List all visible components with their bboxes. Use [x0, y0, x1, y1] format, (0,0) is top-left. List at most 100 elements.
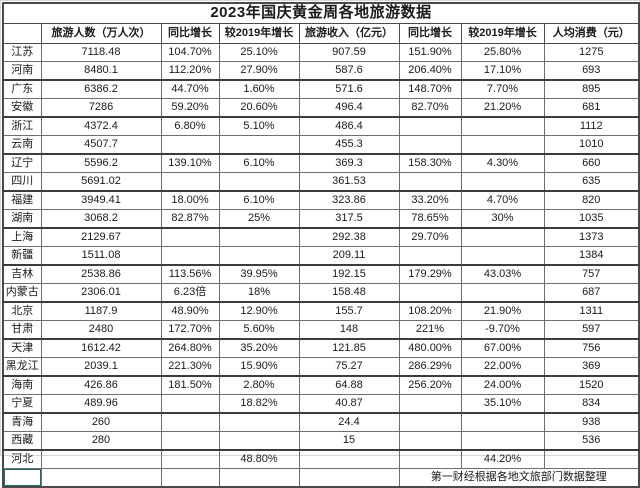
data-cell[interactable]	[160, 394, 220, 414]
data-cell[interactable]: 536	[543, 431, 640, 451]
data-cell[interactable]: 1311	[543, 301, 640, 321]
province-cell[interactable]: 天津	[2, 338, 42, 358]
data-cell[interactable]: 221.30%	[160, 357, 220, 377]
data-cell[interactable]: 43.03%	[460, 264, 545, 284]
data-cell[interactable]: 181.50%	[160, 375, 220, 395]
data-cell[interactable]: 486.4	[298, 116, 400, 136]
province-cell[interactable]: 江苏	[2, 43, 42, 62]
data-cell[interactable]	[218, 227, 300, 247]
data-cell[interactable]: 104.70%	[160, 43, 220, 62]
data-cell[interactable]	[460, 172, 545, 192]
data-cell[interactable]: 121.85	[298, 338, 400, 358]
data-cell[interactable]: 496.4	[298, 98, 400, 118]
data-cell[interactable]: 139.10%	[160, 153, 220, 173]
data-cell[interactable]: 597	[543, 320, 640, 340]
data-cell[interactable]: 148.70%	[398, 79, 462, 99]
province-cell[interactable]: 四川	[2, 172, 42, 192]
data-cell[interactable]: 1520	[543, 375, 640, 395]
data-cell[interactable]: 8480.1	[40, 61, 162, 81]
column-header[interactable]: 旅游收入（亿元）	[298, 23, 400, 44]
empty-cell[interactable]	[298, 468, 400, 488]
data-cell[interactable]: 369.3	[298, 153, 400, 173]
data-cell[interactable]: 44.20%	[460, 449, 545, 469]
data-cell[interactable]: 24.4	[298, 412, 400, 432]
data-cell[interactable]	[160, 412, 220, 432]
data-cell[interactable]: 1112	[543, 116, 640, 136]
data-cell[interactable]: 2306.01	[40, 283, 162, 303]
province-cell[interactable]: 海南	[2, 375, 42, 395]
data-cell[interactable]	[460, 283, 545, 303]
data-cell[interactable]: 7286	[40, 98, 162, 118]
data-cell[interactable]: 75.27	[298, 357, 400, 377]
data-cell[interactable]: 172.70%	[160, 320, 220, 340]
data-cell[interactable]: 6.10%	[218, 153, 300, 173]
data-cell[interactable]: 35.10%	[460, 394, 545, 414]
data-cell[interactable]: 1275	[543, 43, 640, 62]
data-cell[interactable]: 221%	[398, 320, 462, 340]
column-header[interactable]: 较2019年增长	[460, 23, 545, 44]
data-cell[interactable]: 7118.48	[40, 43, 162, 62]
data-cell[interactable]: 18.00%	[160, 190, 220, 210]
data-cell[interactable]: 24.00%	[460, 375, 545, 395]
data-cell[interactable]	[460, 116, 545, 136]
data-cell[interactable]: 756	[543, 338, 640, 358]
data-cell[interactable]: 82.87%	[160, 209, 220, 229]
data-cell[interactable]: 1511.08	[40, 246, 162, 266]
data-cell[interactable]: 2480	[40, 320, 162, 340]
column-header[interactable]: 人均消费（元）	[543, 23, 640, 44]
data-cell[interactable]	[398, 135, 462, 155]
data-cell[interactable]: 27.90%	[218, 61, 300, 81]
data-cell[interactable]: 260	[40, 412, 162, 432]
province-cell[interactable]: 宁夏	[2, 394, 42, 414]
data-cell[interactable]	[160, 135, 220, 155]
data-cell[interactable]: 907.59	[298, 43, 400, 62]
data-cell[interactable]: 1373	[543, 227, 640, 247]
data-cell[interactable]: 693	[543, 61, 640, 81]
data-cell[interactable]: 1.60%	[218, 79, 300, 99]
data-cell[interactable]: 44.70%	[160, 79, 220, 99]
data-cell[interactable]: 1010	[543, 135, 640, 155]
data-cell[interactable]: 5596.2	[40, 153, 162, 173]
data-cell[interactable]: 5.60%	[218, 320, 300, 340]
data-cell[interactable]	[160, 449, 220, 469]
data-cell[interactable]: 1384	[543, 246, 640, 266]
data-cell[interactable]: 834	[543, 394, 640, 414]
data-cell[interactable]: 148	[298, 320, 400, 340]
data-cell[interactable]	[398, 246, 462, 266]
data-cell[interactable]: 20.60%	[218, 98, 300, 118]
data-cell[interactable]: 3949.41	[40, 190, 162, 210]
data-cell[interactable]: 895	[543, 79, 640, 99]
data-cell[interactable]	[460, 412, 545, 432]
data-cell[interactable]: 5691.02	[40, 172, 162, 192]
data-cell[interactable]	[298, 449, 400, 469]
data-cell[interactable]: 33.20%	[398, 190, 462, 210]
data-cell[interactable]: 660	[543, 153, 640, 173]
data-cell[interactable]	[218, 135, 300, 155]
selected-cell[interactable]	[2, 468, 42, 488]
data-cell[interactable]: 4372.4	[40, 116, 162, 136]
empty-cell[interactable]	[160, 468, 220, 488]
data-cell[interactable]: 938	[543, 412, 640, 432]
data-cell[interactable]: 587.6	[298, 61, 400, 81]
province-cell[interactable]: 新疆	[2, 246, 42, 266]
data-cell[interactable]	[398, 116, 462, 136]
province-cell[interactable]: 北京	[2, 301, 42, 321]
data-cell[interactable]: 21.90%	[460, 301, 545, 321]
data-cell[interactable]	[398, 431, 462, 451]
data-cell[interactable]: 17.10%	[460, 61, 545, 81]
data-cell[interactable]	[160, 431, 220, 451]
data-cell[interactable]: 286.29%	[398, 357, 462, 377]
data-cell[interactable]: 206.40%	[398, 61, 462, 81]
data-cell[interactable]	[160, 246, 220, 266]
province-cell[interactable]: 福建	[2, 190, 42, 210]
data-cell[interactable]: 1612.42	[40, 338, 162, 358]
province-cell[interactable]: 辽宁	[2, 153, 42, 173]
data-cell[interactable]: 323.86	[298, 190, 400, 210]
data-cell[interactable]: 39.95%	[218, 264, 300, 284]
data-cell[interactable]: 2.80%	[218, 375, 300, 395]
data-cell[interactable]: 361.53	[298, 172, 400, 192]
data-cell[interactable]: 369	[543, 357, 640, 377]
data-cell[interactable]: 15.90%	[218, 357, 300, 377]
data-cell[interactable]: 25%	[218, 209, 300, 229]
data-cell[interactable]: 6386.2	[40, 79, 162, 99]
